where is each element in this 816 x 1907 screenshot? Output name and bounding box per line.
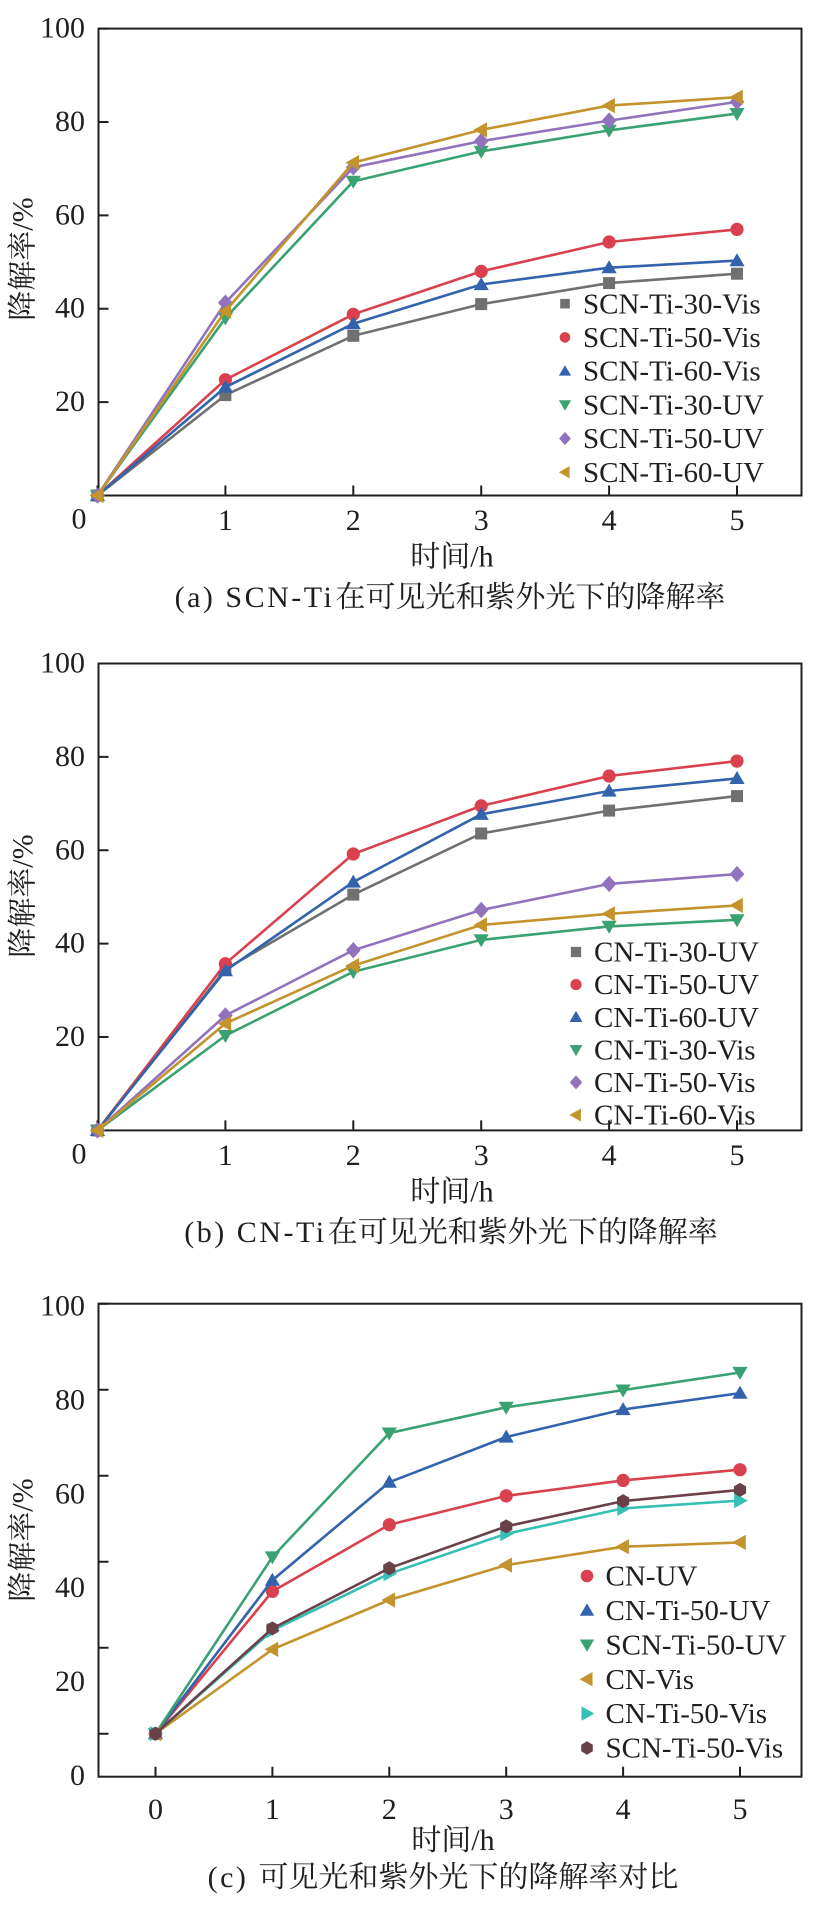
svg-text:0: 0	[148, 1793, 163, 1826]
svg-text:100: 100	[40, 12, 85, 45]
svg-text:/%: /%	[7, 834, 40, 867]
svg-text:2: 2	[346, 504, 361, 537]
svg-text:SCN-Ti-50-UV: SCN-Ti-50-UV	[583, 423, 764, 455]
svg-text:4: 4	[602, 1139, 617, 1172]
svg-text:5: 5	[730, 504, 745, 537]
svg-text:/h: /h	[470, 1175, 493, 1208]
svg-text:SCN-Ti-50-UV: SCN-Ti-50-UV	[606, 1629, 787, 1661]
svg-text:5: 5	[730, 1139, 745, 1172]
svg-text:/h: /h	[471, 1824, 494, 1857]
svg-text:CN-Vis: CN-Vis	[606, 1664, 695, 1696]
svg-text:(c): (c)	[208, 1861, 259, 1894]
svg-text:40: 40	[55, 1571, 85, 1604]
svg-text:2: 2	[346, 1139, 361, 1172]
svg-text:(b) CN-Ti: (b) CN-Ti	[184, 1216, 326, 1249]
svg-text:2: 2	[382, 1793, 397, 1826]
svg-text:80: 80	[55, 105, 85, 138]
svg-text:/%: /%	[7, 197, 40, 230]
svg-text:CN-Ti-50-Vis: CN-Ti-50-Vis	[594, 1067, 756, 1099]
svg-text:1: 1	[265, 1793, 280, 1826]
svg-text:CN-UV: CN-UV	[606, 1561, 698, 1593]
svg-text:80: 80	[55, 740, 85, 773]
svg-text:40: 40	[55, 927, 85, 960]
svg-text:SCN-Ti-60-Vis: SCN-Ti-60-Vis	[583, 356, 761, 388]
svg-text:SCN-Ti-50-Vis: SCN-Ti-50-Vis	[583, 322, 761, 354]
svg-text:60: 60	[55, 1477, 85, 1510]
svg-text:SCN-Ti-30-Vis: SCN-Ti-30-Vis	[583, 288, 761, 320]
svg-text:4: 4	[602, 504, 617, 537]
svg-text:SCN-Ti-60-UV: SCN-Ti-60-UV	[583, 457, 764, 489]
svg-text:(a) SCN-Ti: (a) SCN-Ti	[175, 581, 335, 614]
svg-text:CN-Ti-30-Vis: CN-Ti-30-Vis	[594, 1034, 756, 1066]
svg-text:100: 100	[40, 647, 85, 680]
svg-text:20: 20	[55, 1665, 85, 1698]
svg-text:1: 1	[218, 504, 233, 537]
svg-text:80: 80	[55, 1383, 85, 1416]
svg-text:SCN-Ti-30-UV: SCN-Ti-30-UV	[583, 389, 764, 421]
svg-text:0: 0	[72, 503, 87, 536]
svg-text:CN-Ti-50-UV: CN-Ti-50-UV	[606, 1595, 771, 1627]
svg-text:CN-Ti-50-UV: CN-Ti-50-UV	[594, 969, 759, 1001]
svg-text:40: 40	[55, 292, 85, 325]
svg-text:CN-Ti-60-Vis: CN-Ti-60-Vis	[594, 1100, 756, 1132]
svg-text:4: 4	[616, 1793, 631, 1826]
svg-text:CN-Ti-60-UV: CN-Ti-60-UV	[594, 1002, 759, 1034]
svg-text:SCN-Ti-50-Vis: SCN-Ti-50-Vis	[606, 1733, 784, 1765]
svg-text:20: 20	[55, 385, 85, 418]
svg-text:3: 3	[474, 1139, 489, 1172]
svg-text:/h: /h	[470, 541, 493, 574]
svg-text:0: 0	[70, 1759, 85, 1792]
svg-text:/%: /%	[7, 1478, 40, 1511]
svg-text:0: 0	[72, 1138, 87, 1171]
svg-text:100: 100	[40, 1290, 85, 1323]
svg-text:1: 1	[218, 1139, 233, 1172]
svg-text:60: 60	[55, 198, 85, 231]
svg-text:5: 5	[733, 1793, 748, 1826]
svg-text:3: 3	[474, 504, 489, 537]
svg-text:20: 20	[55, 1020, 85, 1053]
svg-text:CN-Ti-50-Vis: CN-Ti-50-Vis	[606, 1698, 768, 1730]
svg-text:60: 60	[55, 833, 85, 866]
svg-text:3: 3	[499, 1793, 514, 1826]
svg-text:CN-Ti-30-UV: CN-Ti-30-UV	[594, 937, 759, 969]
